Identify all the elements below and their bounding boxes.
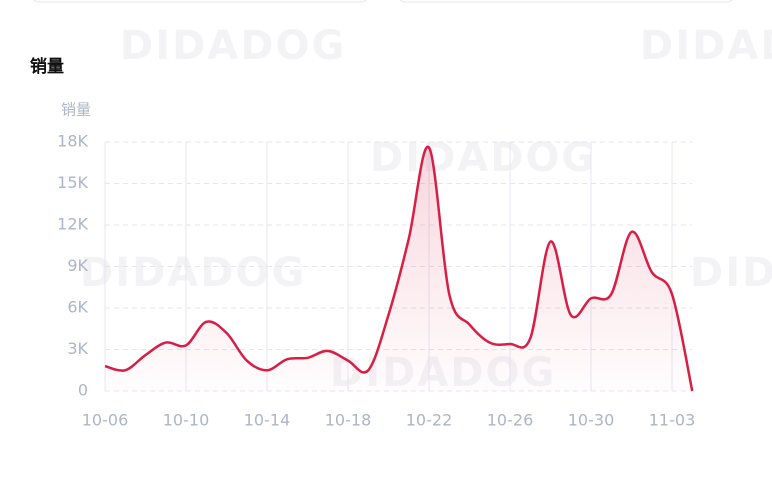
watermark: DIDADOG	[690, 250, 772, 296]
x-tick-label: 10-18	[325, 411, 372, 430]
area	[105, 146, 693, 391]
x-tick-label: 10-10	[163, 411, 210, 430]
line	[104, 145, 694, 392]
y-tick-label: 0	[78, 381, 88, 400]
x-tick-label: 10-06	[82, 411, 129, 430]
x-tick-label: 10-30	[568, 411, 615, 430]
x-tick-label: 10-26	[487, 411, 534, 430]
x-tick-label: 10-22	[406, 411, 453, 430]
x-tick-label: 11-03	[649, 411, 696, 430]
card	[33, 0, 367, 3]
y-tick-label: 15K	[57, 173, 88, 192]
y-tick-label: 9K	[67, 256, 88, 275]
y-tick-label: 6K	[67, 298, 88, 317]
y-tick-label: 3K	[67, 339, 88, 358]
y-tick-label: 12K	[57, 215, 88, 234]
watermark: DIDADOG	[640, 23, 772, 69]
watermark: DIDADOG	[370, 135, 596, 181]
card	[399, 0, 733, 3]
y-axis-label: 销量	[61, 101, 91, 119]
chart-title: 销量	[30, 56, 64, 77]
watermark: DIDADOG	[80, 250, 306, 296]
x-tick-label: 10-14	[244, 411, 291, 430]
y-tick-label: 18K	[57, 132, 88, 151]
watermark: DIDADOG	[120, 23, 346, 69]
